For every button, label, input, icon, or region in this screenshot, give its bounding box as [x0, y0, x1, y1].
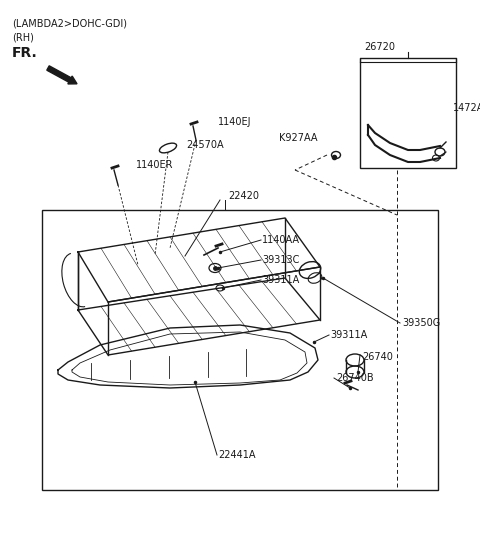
- Text: 24570A: 24570A: [186, 140, 224, 150]
- Text: 26720: 26720: [364, 42, 396, 52]
- Bar: [360, 58, 456, 168]
- FancyArrow shape: [47, 66, 77, 84]
- Bar: [42, 210, 438, 490]
- Text: 22420: 22420: [228, 191, 259, 201]
- Text: 1140AA: 1140AA: [262, 235, 300, 245]
- Text: FR.: FR.: [12, 46, 38, 60]
- Text: 1140ER: 1140ER: [136, 160, 173, 170]
- Text: 39311A: 39311A: [330, 330, 367, 340]
- Text: 39313C: 39313C: [262, 255, 300, 265]
- Text: 22441A: 22441A: [218, 450, 255, 460]
- Text: 26740: 26740: [362, 352, 393, 362]
- Text: (RH): (RH): [12, 32, 34, 42]
- Text: 1140EJ: 1140EJ: [218, 117, 252, 127]
- Text: K927AA: K927AA: [279, 133, 318, 143]
- Text: 1472AB: 1472AB: [453, 103, 480, 113]
- Text: (LAMBDA2>DOHC-GDI): (LAMBDA2>DOHC-GDI): [12, 18, 127, 28]
- Text: 26740B: 26740B: [336, 373, 373, 383]
- Text: 39350G: 39350G: [402, 318, 440, 328]
- Text: 39311A: 39311A: [262, 275, 299, 285]
